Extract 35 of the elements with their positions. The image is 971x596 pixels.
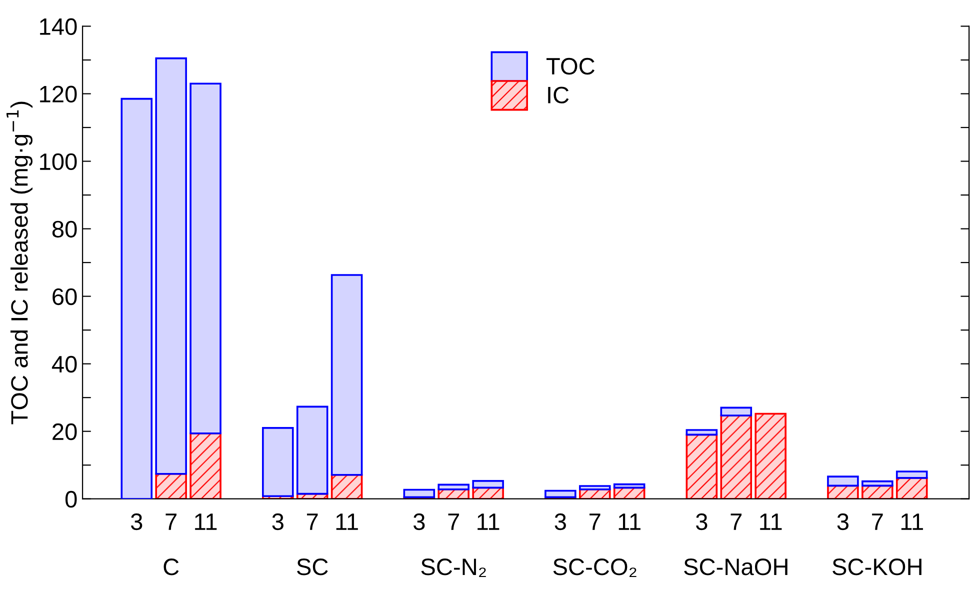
- x-tick-label: 7: [448, 514, 459, 530]
- x-tick-label: 11: [336, 514, 358, 530]
- text: SC-N₂: [421, 558, 486, 578]
- x-tick-label: 7: [166, 514, 176, 530]
- y-tick-label: 60: [52, 288, 77, 306]
- x-tick-label: 3: [837, 513, 848, 530]
- x-tick-label: 3: [554, 513, 566, 530]
- x-tick-label: 11: [901, 514, 923, 530]
- x-tick-label: 11: [760, 514, 782, 530]
- text: SC-CO₂: [553, 558, 636, 578]
- y-axis-title: TOC and IC released (mg·g$^{−1}$): [6, 102, 33, 424]
- text: SC: [297, 558, 328, 576]
- text: SC-KOH: [832, 558, 922, 576]
- y-tick-label: 80: [52, 220, 77, 238]
- y-tick-label: 40: [52, 356, 77, 373]
- legend-label: IC: [548, 86, 569, 104]
- y-tick-label: 140: [40, 18, 77, 36]
- y-tick-label: 0: [65, 490, 77, 508]
- legend-label: TOC: [546, 58, 594, 75]
- x-tick-label: 7: [306, 514, 318, 530]
- x-tick-label: 11: [618, 514, 640, 530]
- x-tick-label: 3: [696, 513, 708, 530]
- y-tick-label: 120: [40, 86, 77, 103]
- x-tick-label: 7: [872, 514, 883, 530]
- x-tick-label: 11: [195, 514, 217, 530]
- y-tick-label: 20: [52, 423, 77, 440]
- y-tick-label: 100: [40, 153, 77, 170]
- x-tick-label: 3: [413, 513, 425, 530]
- x-tick-label: 7: [730, 514, 742, 530]
- x-tick-label: 3: [130, 513, 142, 530]
- text: C: [164, 558, 179, 576]
- text: SC-NaOH: [684, 558, 788, 576]
- x-tick-label: 11: [478, 514, 500, 530]
- x-tick-label: 7: [590, 514, 600, 530]
- x-tick-label: 3: [272, 513, 284, 530]
